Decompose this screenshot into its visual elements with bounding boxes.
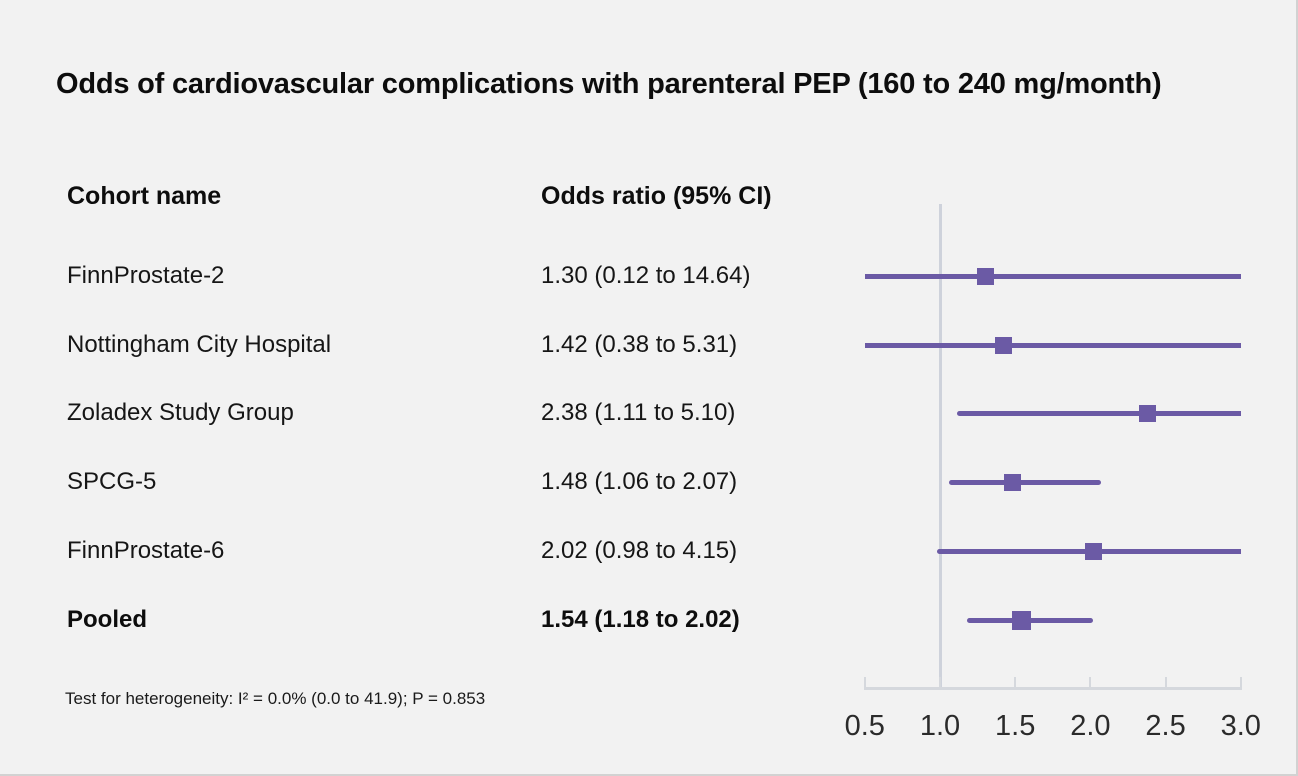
x-axis-line [863,687,1242,690]
ci-line [956,410,1241,416]
x-axis-tick [938,677,942,687]
x-axis-tick [1239,677,1242,687]
heterogeneity-footnote: Test for heterogeneity: I² = 0.0% (0.0 t… [65,689,486,708]
row-value: 1.30 (0.12 to 14.64) [541,262,751,289]
or-marker [1084,542,1102,560]
x-axis-tick [863,677,866,687]
row-value: 2.02 (0.98 to 4.15) [541,537,738,564]
row-value: 1.48 (1.06 to 2.07) [541,468,738,495]
or-marker [1003,473,1021,491]
column-header-cohort-name: Cohort name [67,182,222,210]
or-marker [1139,404,1157,422]
x-axis-tick-label: 0.5 [844,710,885,742]
ci-line [864,342,1241,348]
row-label: SPCG-5 [67,468,157,495]
row-label: FinnProstate-2 [67,262,225,289]
ci-line [949,479,1101,485]
row-label: Nottingham City Hospital [67,331,332,358]
ci-line [864,273,1241,279]
row-value: 1.42 (0.38 to 5.31) [541,331,738,358]
row-label: Pooled [67,606,148,633]
x-axis-tick-label: 1.5 [995,710,1036,742]
or-marker [1011,610,1031,630]
or-marker [994,336,1012,354]
x-axis-tick-label: 2.0 [1070,710,1111,742]
x-axis-tick [1164,677,1167,687]
row-label: Zoladex Study Group [67,399,294,426]
x-axis-tick-label: 2.5 [1145,710,1186,742]
row-label: FinnProstate-6 [67,537,225,564]
x-axis-tick-label: 1.0 [919,710,961,742]
row-value: 1.54 (1.18 to 2.02) [541,606,740,633]
row-value: 2.38 (1.11 to 5.10) [541,399,736,426]
column-header-odds-ratio: Odds ratio (95% CI) [541,182,772,210]
chart-title: Odds of cardiovascular complications wit… [56,68,1162,100]
or-marker [976,267,994,285]
x-axis-tick [1089,677,1092,687]
reference-line [938,204,942,689]
x-axis-tick-label: 3.0 [1220,710,1261,742]
x-axis-tick [1014,677,1017,687]
